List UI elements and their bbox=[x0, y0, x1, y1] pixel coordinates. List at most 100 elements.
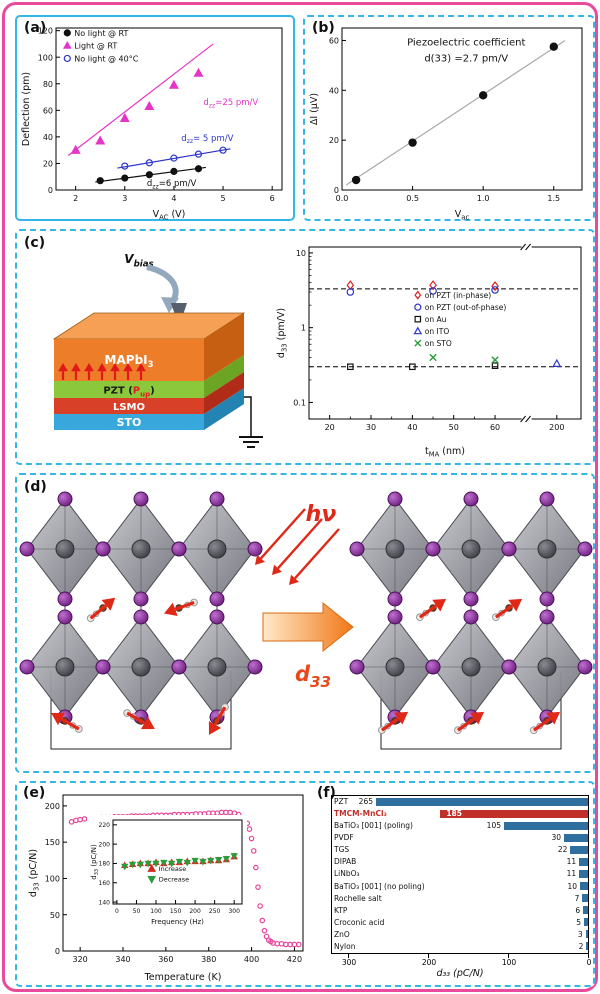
svg-text:Increase: Increase bbox=[159, 865, 187, 873]
svg-text:0.0: 0.0 bbox=[336, 194, 349, 203]
svg-text:180: 180 bbox=[99, 861, 111, 868]
axis-tick-label: 0 bbox=[586, 958, 592, 967]
svg-text:4: 4 bbox=[171, 194, 176, 203]
bar-value: 265 bbox=[358, 797, 373, 806]
axis-tick-label: 200 bbox=[421, 958, 437, 967]
svg-text:60: 60 bbox=[490, 423, 500, 432]
panel-ef: (e) 320 340 360 380 400 420 0 50 100 150 200 Temper… bbox=[15, 781, 595, 987]
svg-text:140: 140 bbox=[99, 899, 111, 906]
bar-label: PZT bbox=[334, 797, 349, 806]
bar bbox=[580, 882, 588, 891]
svg-text:100: 100 bbox=[150, 908, 162, 915]
bar-row: Rochelle salt 7 bbox=[332, 893, 588, 905]
svg-text:Vbias: Vbias bbox=[124, 252, 153, 269]
panel-a: (a) 2 3 4 5 6 0 20 40 60 80 100 120 dzz=25 pm/V dzz= … bbox=[15, 15, 295, 221]
bar-row: BaTiO₃ [001] (poling) 105 bbox=[332, 820, 588, 832]
svg-text:on STO: on STO bbox=[425, 339, 452, 348]
axis-tick bbox=[588, 954, 589, 958]
crystal-structure-figure: hν d33 bbox=[17, 479, 597, 771]
panel-a-chart: 2 3 4 5 6 0 20 40 60 80 100 120 dzz=25 pm/V dzz= 5 pm… bbox=[18, 20, 294, 220]
panel-d-label: (d) bbox=[24, 479, 47, 495]
svg-text:Piezoelectric coefficient: Piezoelectric coefficient bbox=[407, 37, 525, 48]
bar-label: Nylon bbox=[334, 941, 356, 951]
svg-text:200: 200 bbox=[549, 423, 564, 432]
svg-text:200: 200 bbox=[99, 841, 111, 848]
svg-text:30: 30 bbox=[366, 423, 376, 432]
svg-text:0: 0 bbox=[334, 186, 339, 195]
svg-text:200: 200 bbox=[45, 802, 60, 811]
svg-text:1: 1 bbox=[301, 324, 306, 333]
axis-tick bbox=[508, 954, 509, 958]
bar-row: KTP 6 bbox=[332, 905, 588, 917]
panel-b-label: (b) bbox=[312, 20, 335, 36]
bar-row: PZT 265 bbox=[332, 796, 588, 808]
chart-canvas: 0 50 100 150 200 250 300 140 160 180 200 220 Frequen… bbox=[87, 815, 247, 927]
svg-text:20: 20 bbox=[43, 159, 53, 168]
chart-legend: No light @ RT Light @ RT No light @ 40°C bbox=[62, 29, 139, 64]
svg-text:20: 20 bbox=[325, 423, 335, 432]
svg-text:Deflection (pm): Deflection (pm) bbox=[21, 72, 32, 146]
bar-label: TGS bbox=[334, 845, 350, 855]
chart-legend: on PZT (in-phase) on PZT (out-of-phase) on… bbox=[413, 290, 506, 348]
bar-row: PVDF 30 bbox=[332, 832, 588, 844]
bar bbox=[570, 845, 588, 854]
svg-text:Temperature (K): Temperature (K) bbox=[144, 972, 222, 983]
chart-legend: Increase Decrease bbox=[147, 864, 189, 884]
bar-value: 105 bbox=[486, 821, 501, 831]
bar-row: TMCM-MnCl₃ 185 bbox=[332, 808, 588, 820]
panel-c-chart: 20 30 40 50 60 200 0.1 1 10 tMA (nm) d33 (pm/V) on … bbox=[273, 235, 589, 457]
bar-value: 10 bbox=[567, 881, 577, 891]
axis-tick-label: 300 bbox=[341, 958, 357, 967]
svg-text:40: 40 bbox=[407, 423, 417, 432]
bar-label: BaTiO₃ [001] (poling) bbox=[334, 821, 413, 831]
svg-text:0: 0 bbox=[48, 186, 53, 195]
svg-text:40: 40 bbox=[43, 133, 53, 142]
svg-text:250: 250 bbox=[209, 908, 221, 915]
bar-row: Nylon 2 bbox=[332, 941, 588, 953]
svg-text:d33 (pm/V): d33 (pm/V) bbox=[276, 308, 289, 358]
bar-x-axis: 300 200 100 0 bbox=[331, 954, 592, 968]
svg-text:5: 5 bbox=[220, 194, 225, 203]
svg-text:dzz= 5 pm/V: dzz= 5 pm/V bbox=[181, 134, 233, 145]
svg-text:120: 120 bbox=[38, 27, 53, 36]
panel-c: (c) Vbias MAPbI3 PZT (Pup) LSMO STO 20 30 40 50… bbox=[15, 229, 595, 465]
bar-value: 11 bbox=[566, 857, 577, 867]
svg-text:on Au: on Au bbox=[425, 315, 447, 324]
svg-text:on ITO: on ITO bbox=[425, 327, 450, 336]
panel-e-label: (e) bbox=[23, 785, 46, 801]
bar-row: TGS 22 bbox=[332, 844, 588, 856]
schematic-canvas: Vbias MAPbI3 PZT (Pup) LSMO STO bbox=[52, 252, 263, 448]
svg-text:0: 0 bbox=[55, 947, 60, 956]
svg-text:1.0: 1.0 bbox=[477, 194, 490, 203]
svg-text:on PZT (in-phase): on PZT (in-phase) bbox=[425, 291, 491, 300]
svg-text:6: 6 bbox=[270, 194, 275, 203]
svg-text:100: 100 bbox=[45, 874, 60, 883]
panel-c-label: (c) bbox=[24, 235, 46, 251]
bar bbox=[579, 869, 588, 878]
bar bbox=[579, 857, 588, 866]
bar bbox=[582, 894, 588, 903]
svg-text:d33 (pC/N): d33 (pC/N) bbox=[90, 844, 100, 880]
svg-text:Vac: Vac bbox=[455, 209, 470, 220]
svg-text:ΔI (μV): ΔI (μV) bbox=[309, 93, 320, 125]
bar bbox=[586, 942, 588, 951]
svg-text:60: 60 bbox=[43, 106, 53, 115]
svg-text:dzz=6 pm/V: dzz=6 pm/V bbox=[147, 179, 197, 190]
svg-text:VAC (V): VAC (V) bbox=[153, 209, 186, 220]
bar-value: 5 bbox=[576, 917, 581, 927]
svg-text:160: 160 bbox=[99, 880, 111, 887]
svg-text:400: 400 bbox=[244, 955, 259, 964]
chart-canvas: 0.0 0.5 1.0 1.5 0 20 40 60 Piezoelectric coeffic… bbox=[309, 27, 583, 220]
bar-value: 11 bbox=[566, 869, 577, 879]
svg-text:tMA (nm): tMA (nm) bbox=[425, 446, 465, 457]
svg-text:STO: STO bbox=[117, 416, 142, 429]
bar-value: 6 bbox=[575, 905, 581, 915]
panel-b: (b) 0.0 0.5 1.0 1.5 0 20 40 60 Piezoelectric coe… bbox=[303, 15, 595, 221]
svg-text:hν: hν bbox=[306, 502, 337, 527]
svg-text:40: 40 bbox=[329, 86, 339, 95]
svg-text:Light @ RT: Light @ RT bbox=[74, 42, 117, 51]
svg-text:2: 2 bbox=[73, 194, 78, 203]
bar-row: BaTiO₃ [001] (no poling) 10 bbox=[332, 881, 588, 893]
bar-label: Croconic acid bbox=[334, 917, 385, 927]
bar-label: LiNbO₃ bbox=[334, 869, 360, 879]
